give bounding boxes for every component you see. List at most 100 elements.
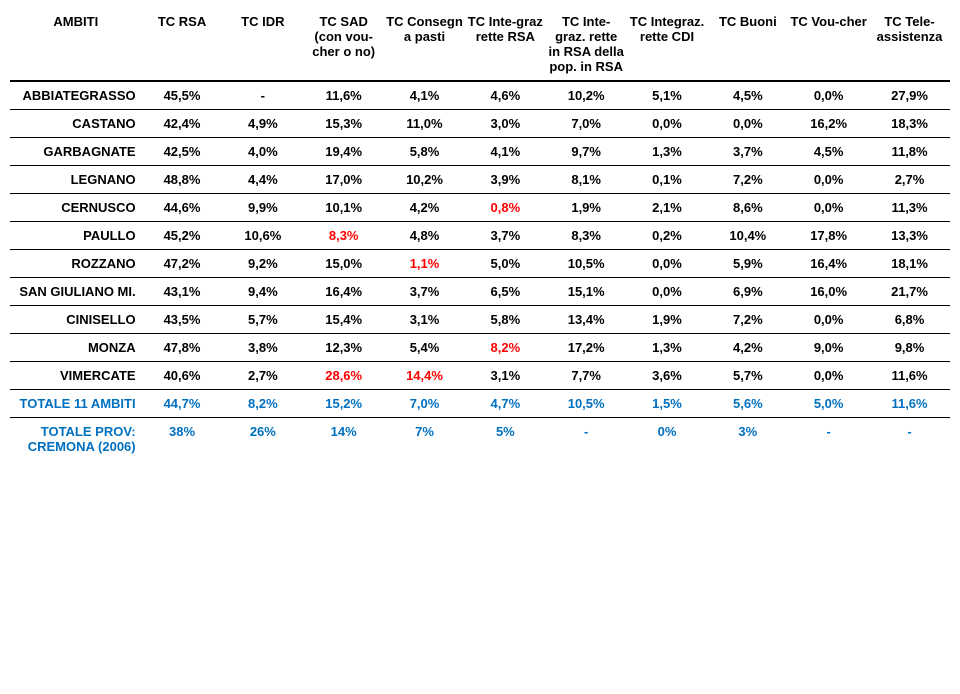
cell: 4,2% [384,194,465,222]
cell: 21,7% [869,278,950,306]
cell: 15,4% [303,306,384,334]
col-header: TC Consegn a pasti [384,8,465,81]
cell: 11,0% [384,110,465,138]
table-row: SAN GIULIANO MI.43,1%9,4%16,4%3,7%6,5%15… [10,278,950,306]
cell: 4,7% [465,390,546,418]
cell: 18,3% [869,110,950,138]
table-body: ABBIATEGRASSO45,5%-11,6%4,1%4,6%10,2%5,1… [10,81,950,460]
table-header-row: AMBITI TC RSA TC IDR TC SAD (con vou-che… [10,8,950,81]
cell: 8,2% [465,334,546,362]
cell: 5,8% [384,138,465,166]
table-row: TOTALE PROV: CREMONA (2006)38%26%14%7%5%… [10,418,950,461]
cell: 15,1% [546,278,627,306]
cell: 47,2% [142,250,223,278]
cell: 9,7% [546,138,627,166]
cell: 6,9% [707,278,788,306]
cell: 45,2% [142,222,223,250]
row-label: PAULLO [10,222,142,250]
cell: 5,1% [627,81,708,110]
cell: 10,6% [222,222,303,250]
row-label: CASTANO [10,110,142,138]
cell: 9,4% [222,278,303,306]
cell: 8,1% [546,166,627,194]
cell: 38% [142,418,223,461]
cell: 5,0% [465,250,546,278]
cell: 45,5% [142,81,223,110]
cell: 4,6% [465,81,546,110]
cell: 3,1% [465,362,546,390]
cell: 11,3% [869,194,950,222]
cell: 5,4% [384,334,465,362]
cell: 1,1% [384,250,465,278]
cell: 15,2% [303,390,384,418]
cell: 0,0% [788,81,869,110]
row-label: GARBAGNATE [10,138,142,166]
cell: 5,8% [465,306,546,334]
cell: 1,9% [546,194,627,222]
cell: - [788,418,869,461]
cell: 7,0% [546,110,627,138]
row-label: ROZZANO [10,250,142,278]
row-label: TOTALE 11 AMBITI [10,390,142,418]
table-row: CINISELLO43,5%5,7%15,4%3,1%5,8%13,4%1,9%… [10,306,950,334]
cell: 14,4% [384,362,465,390]
col-header: TC Integraz. rette CDI [627,8,708,81]
cell: 43,1% [142,278,223,306]
cell: 0,1% [627,166,708,194]
col-header: TC Tele-assistenza [869,8,950,81]
cell: 14% [303,418,384,461]
cell: 16,4% [303,278,384,306]
cell: 7,7% [546,362,627,390]
table-row: CERNUSCO44,6%9,9%10,1%4,2%0,8%1,9%2,1%8,… [10,194,950,222]
cell: 6,5% [465,278,546,306]
cell: 8,6% [707,194,788,222]
cell: 2,1% [627,194,708,222]
cell: 3,7% [384,278,465,306]
cell: 18,1% [869,250,950,278]
cell: 3,7% [707,138,788,166]
cell: 5,0% [788,390,869,418]
cell: 10,5% [546,250,627,278]
col-header: TC Vou-cher [788,8,869,81]
cell: 10,2% [546,81,627,110]
cell: 4,0% [222,138,303,166]
cell: 4,9% [222,110,303,138]
cell: 16,4% [788,250,869,278]
cell: 0,2% [627,222,708,250]
cell: 10,5% [546,390,627,418]
cell: 12,3% [303,334,384,362]
cell: 9,2% [222,250,303,278]
row-label: MONZA [10,334,142,362]
col-header: TC RSA [142,8,223,81]
cell: 17,2% [546,334,627,362]
cell: 4,2% [707,334,788,362]
cell: 9,8% [869,334,950,362]
cell: 44,7% [142,390,223,418]
cell: 5,9% [707,250,788,278]
cell: 8,3% [303,222,384,250]
table-row: MONZA47,8%3,8%12,3%5,4%8,2%17,2%1,3%4,2%… [10,334,950,362]
cell: 4,5% [707,81,788,110]
table-row: ABBIATEGRASSO45,5%-11,6%4,1%4,6%10,2%5,1… [10,81,950,110]
table-row: ROZZANO47,2%9,2%15,0%1,1%5,0%10,5%0,0%5,… [10,250,950,278]
col-header: TC Buoni [707,8,788,81]
cell: 3,1% [384,306,465,334]
cell: 3,7% [465,222,546,250]
cell: 10,2% [384,166,465,194]
col-header: TC Inte-graz rette RSA [465,8,546,81]
cell: 27,9% [869,81,950,110]
cell: 40,6% [142,362,223,390]
cell: 7% [384,418,465,461]
row-label: SAN GIULIANO MI. [10,278,142,306]
cell: - [869,418,950,461]
table-row: GARBAGNATE42,5%4,0%19,4%5,8%4,1%9,7%1,3%… [10,138,950,166]
cell: 0% [627,418,708,461]
cell: 11,8% [869,138,950,166]
table-row: LEGNANO48,8%4,4%17,0%10,2%3,9%8,1%0,1%7,… [10,166,950,194]
cell: 1,9% [627,306,708,334]
cell: 16,0% [788,278,869,306]
row-label: VIMERCATE [10,362,142,390]
cell: 2,7% [869,166,950,194]
cell: 26% [222,418,303,461]
cell: 17,8% [788,222,869,250]
